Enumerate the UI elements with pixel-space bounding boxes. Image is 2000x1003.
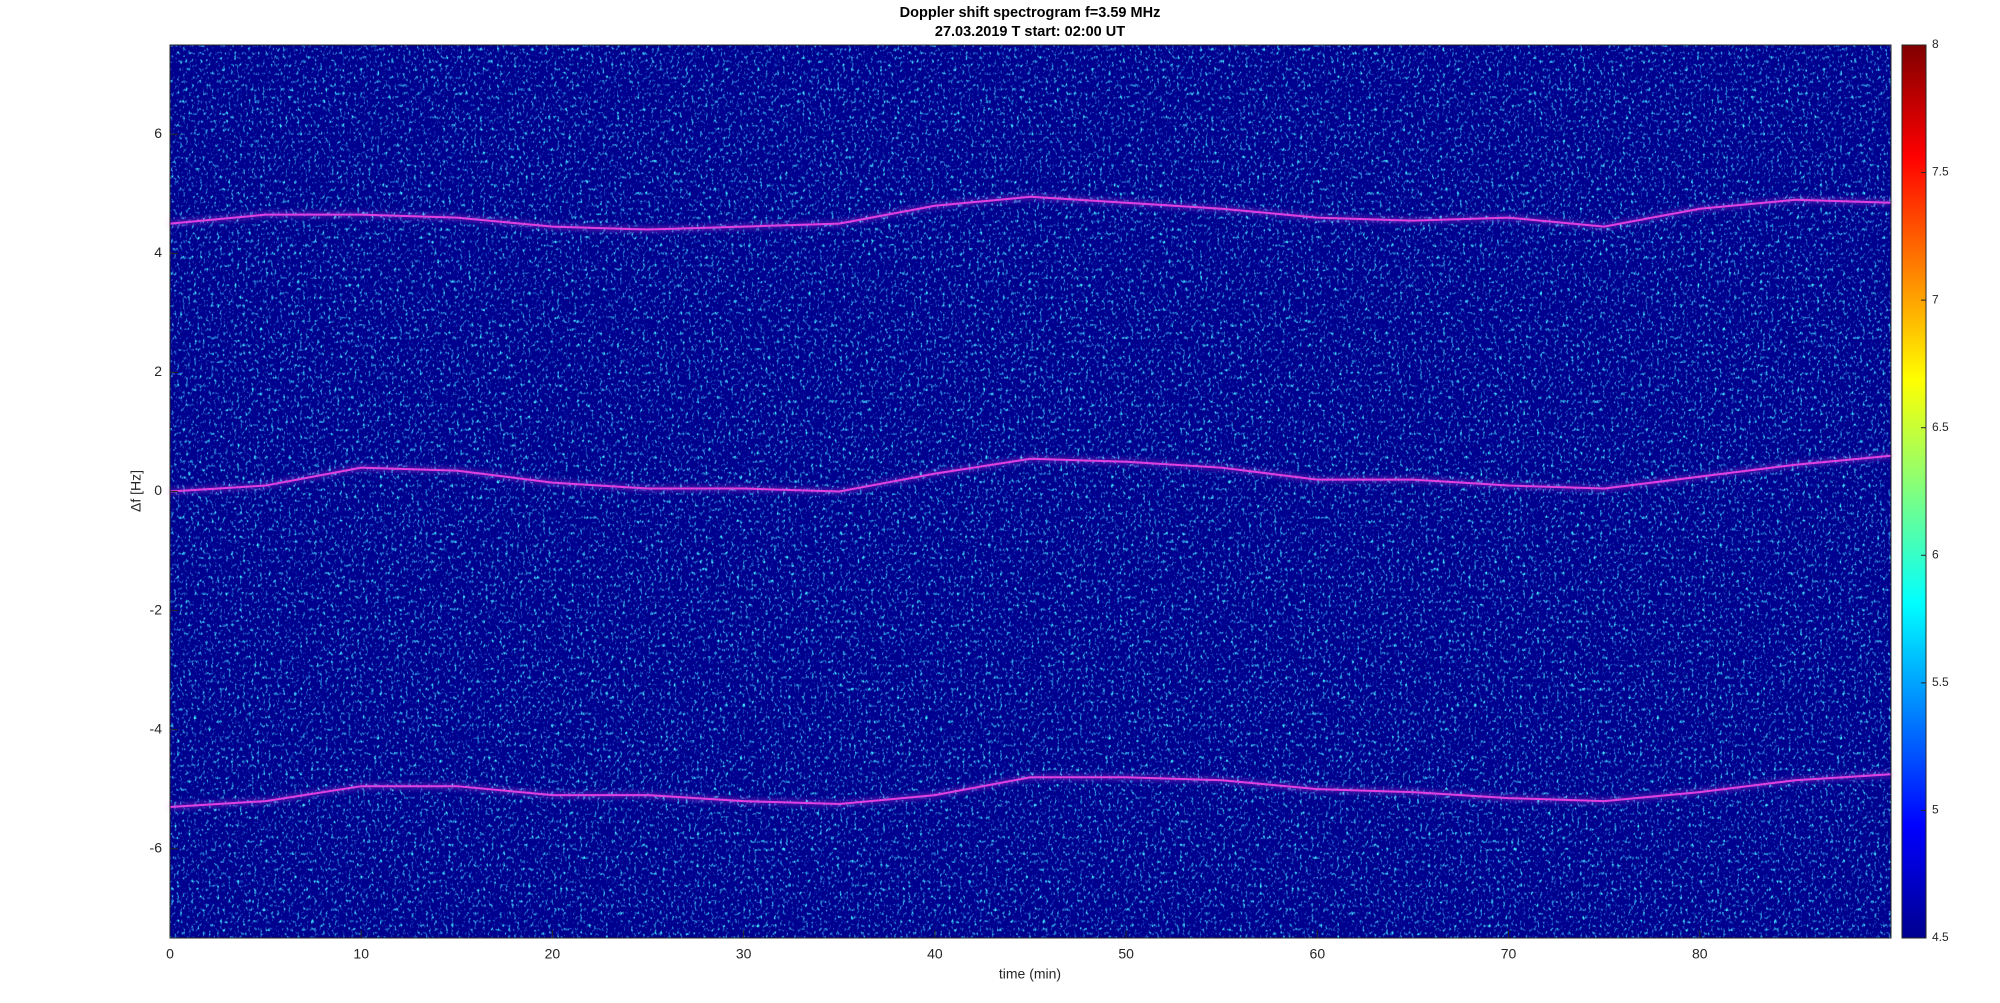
colorbar — [1901, 44, 1927, 939]
colorbar-tick-label: 7 — [1932, 292, 1939, 306]
y-tick-label: -2 — [150, 601, 163, 617]
chart-title: Doppler shift spectrogram f=3.59 MHz — [900, 5, 1161, 21]
colorbar-tick-label: 7.5 — [1932, 165, 1949, 179]
x-tick-label: 60 — [1310, 946, 1326, 962]
y-tick-label: 0 — [154, 482, 162, 498]
trace-line — [169, 195, 1892, 231]
colorbar-tick-label: 8 — [1932, 37, 1939, 51]
y-tick-label: 2 — [154, 363, 162, 379]
y-tick-label: 6 — [154, 125, 162, 141]
y-tick-label: -4 — [150, 720, 163, 736]
y-tick-label: 4 — [154, 244, 162, 260]
x-tick-label: 20 — [545, 946, 561, 962]
trace-line — [169, 773, 1892, 809]
noise-texture — [170, 45, 1891, 938]
colorbar-tick-label: 4.5 — [1932, 930, 1949, 944]
colorbar-tick-label: 5 — [1932, 803, 1939, 817]
colorbar-tick-label: 6.5 — [1932, 420, 1949, 434]
x-axis-label: time (min) — [999, 966, 1061, 982]
x-tick-label: 80 — [1692, 946, 1708, 962]
colorbar-tick-label: 5.5 — [1932, 675, 1949, 689]
x-tick-label: 40 — [927, 946, 943, 962]
y-axis-label: Δf [Hz] — [128, 470, 144, 512]
trace-line — [169, 454, 1892, 493]
colorbar-tick-label: 6 — [1932, 547, 1939, 561]
y-tick-label: -6 — [150, 839, 163, 855]
x-tick-label: 0 — [166, 946, 174, 962]
chart-subtitle: 27.03.2019 T start: 02:00 UT — [935, 24, 1125, 40]
x-tick-label: 10 — [353, 946, 369, 962]
x-tick-label: 30 — [736, 946, 752, 962]
x-tick-label: 70 — [1501, 946, 1517, 962]
x-tick-label: 50 — [1118, 946, 1134, 962]
